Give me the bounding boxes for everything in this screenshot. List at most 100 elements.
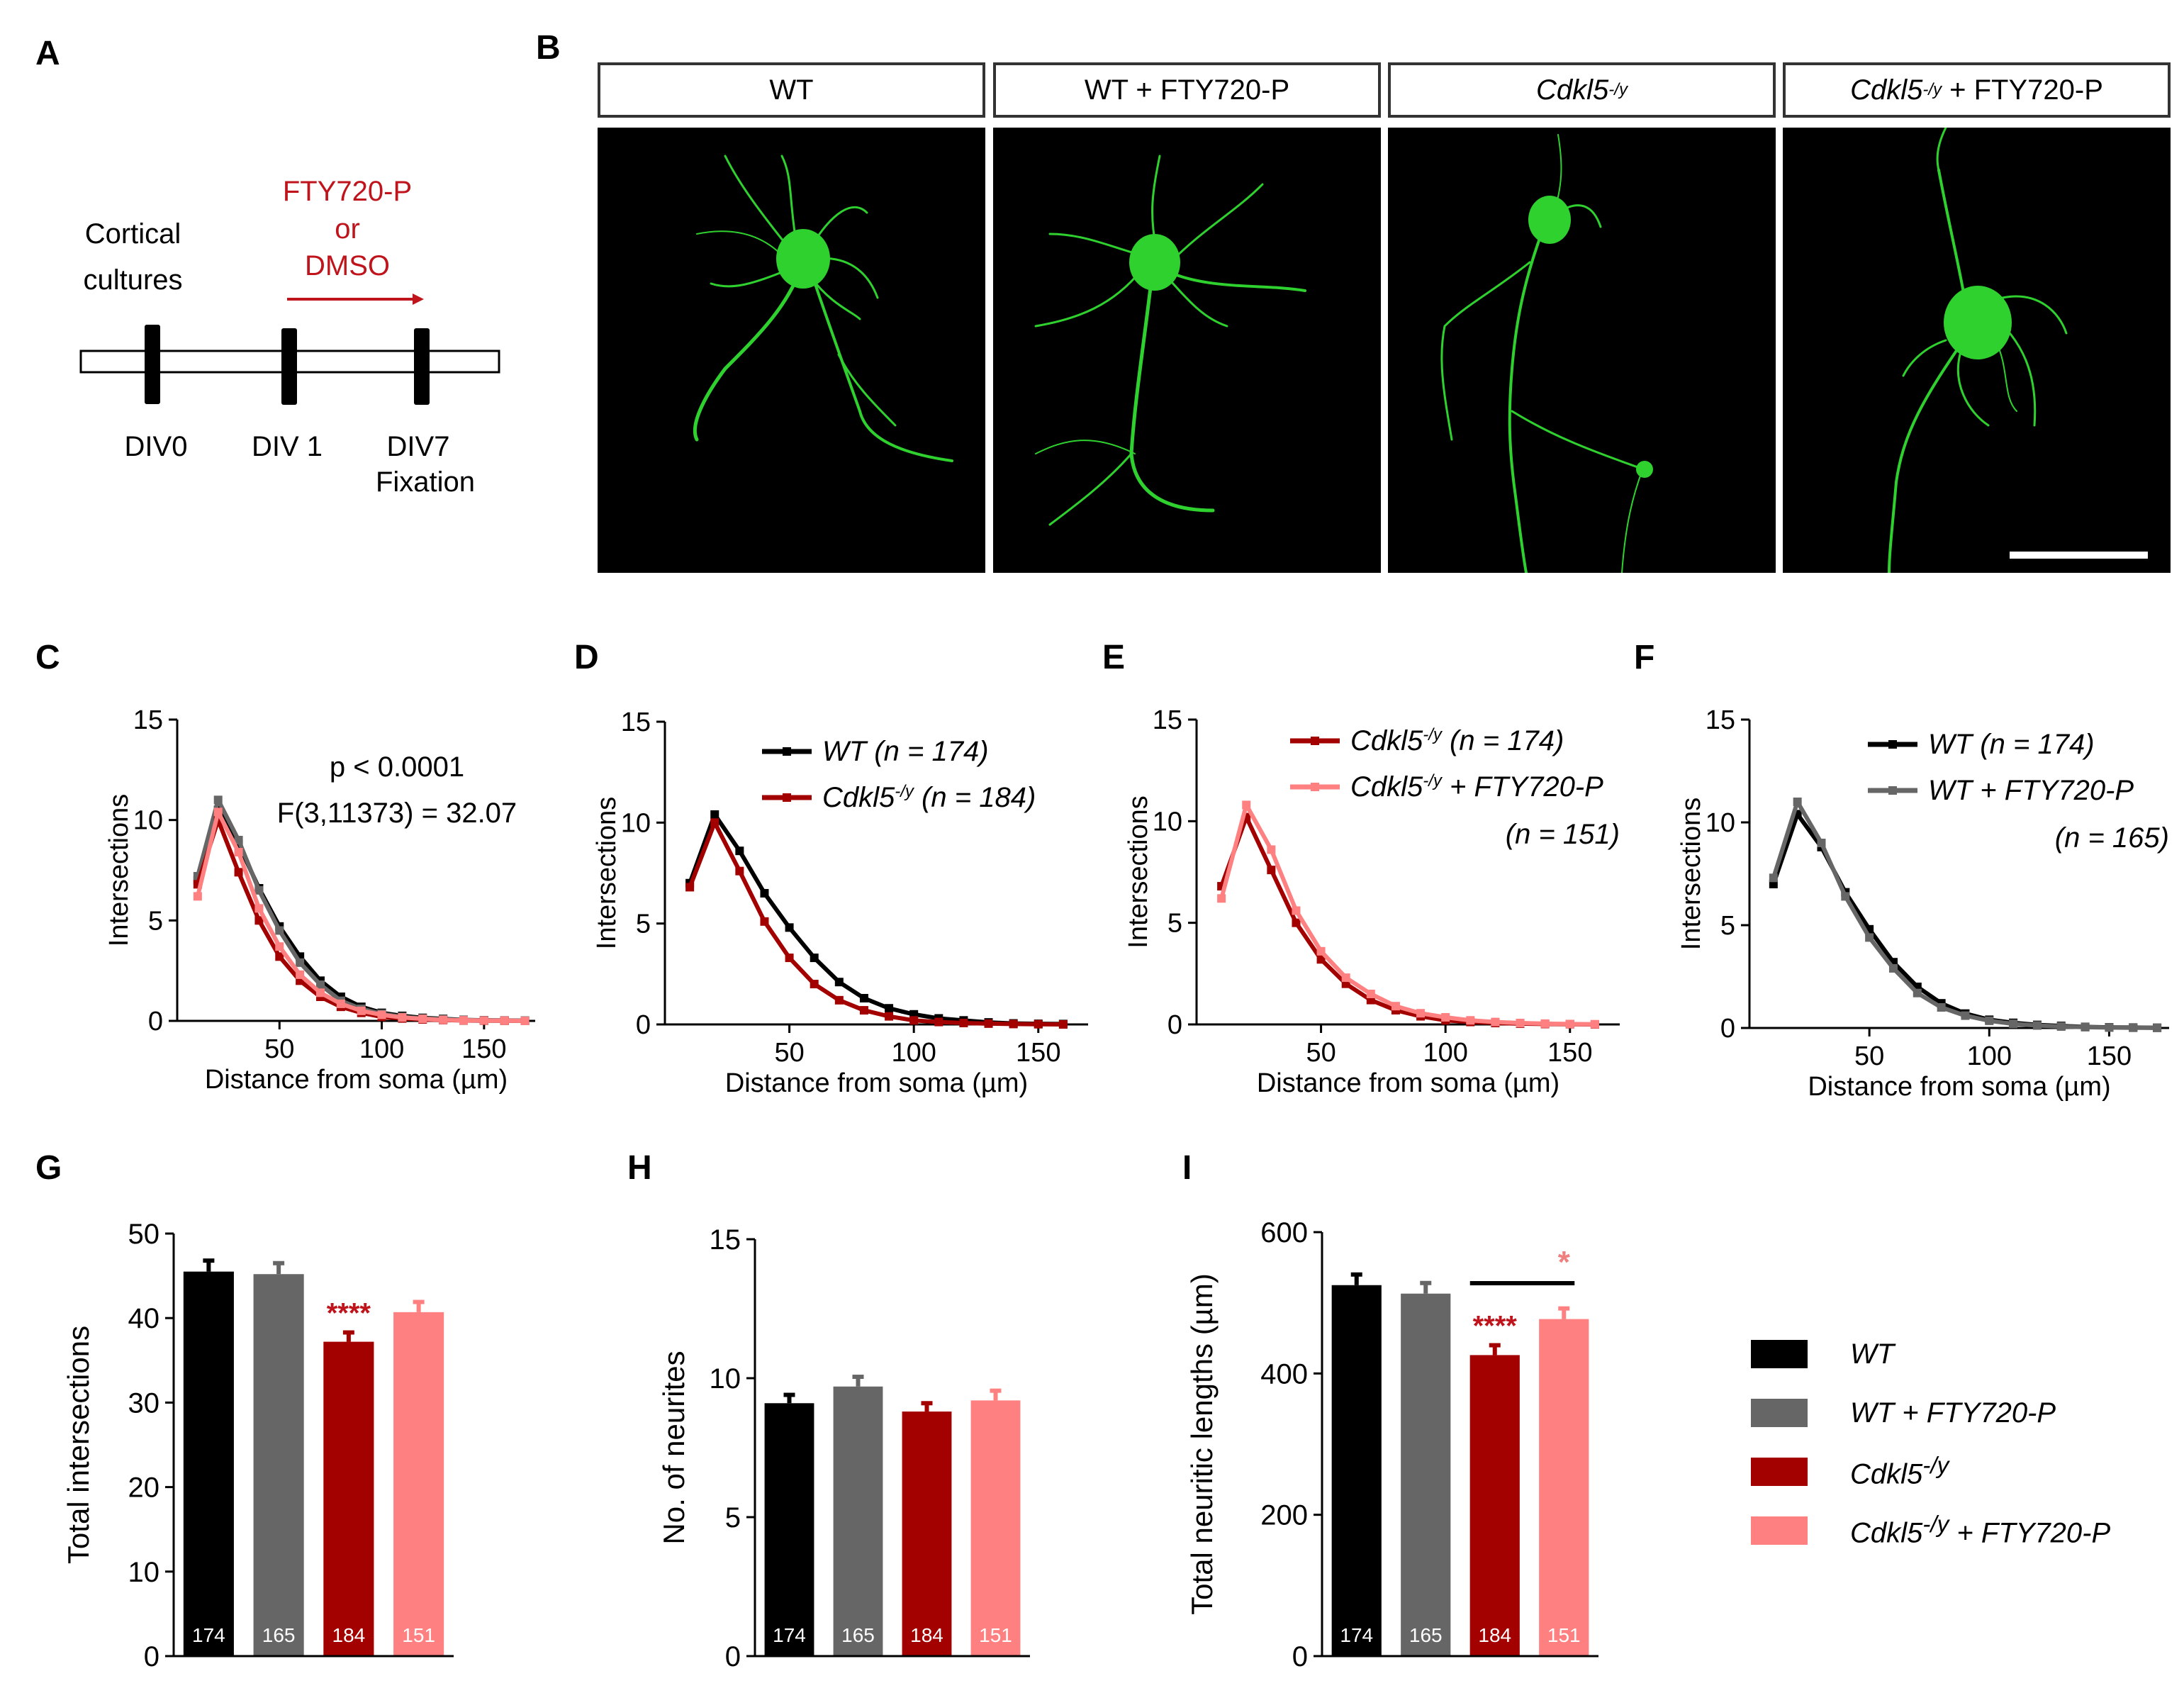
data-point — [885, 1004, 894, 1013]
data-point — [1466, 1016, 1475, 1025]
bar-1 — [253, 1274, 304, 1656]
data-point — [1865, 933, 1874, 942]
legend-swatch-cdkl5 — [1751, 1458, 1808, 1486]
y-tick-label: 0 — [636, 1010, 651, 1040]
y-tick-label: 0 — [1292, 1641, 1308, 1672]
data-point — [336, 999, 345, 1008]
legend-text-0: Cdkl5-/y (n = 174) — [1350, 725, 1564, 756]
data-point — [2129, 1023, 2138, 1032]
data-point — [1590, 1019, 1599, 1029]
data-point — [984, 1019, 993, 1028]
data-point — [1516, 1018, 1525, 1027]
stat-p-value: p < 0.0001 — [330, 751, 464, 783]
div7-label: DIV7 — [386, 431, 450, 462]
image-title-cdkl5: Cdkl5 -/y — [1388, 62, 1776, 118]
data-point — [810, 980, 819, 989]
data-point — [1961, 1011, 1970, 1020]
bar-n-label: 174 — [773, 1624, 806, 1646]
bar-3 — [970, 1400, 1021, 1656]
data-point — [234, 848, 243, 856]
chart-i: 0 200 400 600 Total neuritic lengths (µm) 174… — [1185, 1217, 1598, 1672]
y-tick-label: 0 — [1720, 1014, 1735, 1044]
series-line-2 — [195, 817, 525, 1023]
data-point — [500, 1016, 509, 1025]
bar-n-label: 151 — [1547, 1624, 1581, 1646]
data-point — [859, 993, 868, 1002]
y-tick-label: 200 — [1260, 1500, 1308, 1531]
bar-1 — [1401, 1293, 1451, 1656]
data-point — [1937, 1003, 1946, 1012]
series-line-3 — [195, 810, 525, 1023]
data-point — [213, 807, 223, 817]
bar-n-label: 184 — [1478, 1624, 1511, 1646]
data-point — [316, 988, 325, 997]
sig-stars: **** — [1473, 1310, 1518, 1341]
series-line-1 — [195, 798, 525, 1023]
chart-g: 0 10 20 30 40 50 Total intersections 174 165 184 1… — [62, 1219, 454, 1672]
y-tick-label: 50 — [128, 1219, 160, 1250]
data-point — [785, 954, 794, 963]
data-point — [834, 995, 844, 1005]
bar-2 — [1469, 1355, 1520, 1656]
y-tick-label: 15 — [621, 708, 651, 737]
y-tick-label: 0 — [1167, 1010, 1182, 1040]
bar-2 — [902, 1412, 952, 1656]
data-point — [213, 795, 223, 805]
data-point — [1341, 973, 1350, 983]
data-point — [296, 958, 305, 967]
legend-swatch-wt — [1751, 1340, 1808, 1368]
tick-div0 — [145, 325, 160, 404]
data-point — [439, 1015, 448, 1024]
legend-marker-0 — [1888, 740, 1897, 749]
data-point — [934, 1017, 943, 1027]
legend-n-1: (n = 165) — [2055, 822, 2169, 854]
legend-swatch-wt-fty — [1751, 1399, 1808, 1427]
data-point — [1292, 906, 1301, 915]
x-tick-label: 50 — [1854, 1041, 1884, 1071]
legend-text-0: WT (n = 174) — [822, 736, 989, 767]
x-tick-label: 50 — [774, 1038, 804, 1068]
y-axis-label: Intersections — [592, 797, 622, 949]
data-point — [1316, 946, 1326, 956]
data-point — [710, 810, 719, 819]
y-tick-label: 5 — [1720, 911, 1735, 941]
x-tick-label: 100 — [891, 1038, 936, 1068]
legend-item-cdkl5-fty: Cdkl5-/y + FTY720-P — [1751, 1511, 2110, 1549]
data-point — [234, 836, 243, 844]
data-point — [520, 1017, 530, 1025]
chart-h: 0 5 10 15 No. of neurites 174 165 184 151 — [657, 1224, 1030, 1672]
legend-text-1: Cdkl5-/y (n = 184) — [822, 782, 1036, 813]
data-point — [316, 980, 325, 989]
panel-label-e: E — [1102, 639, 1126, 676]
bar-0 — [764, 1403, 814, 1656]
y-tick-label: 10 — [710, 1363, 741, 1394]
stat-f-value: F(3,11373) = 32.07 — [277, 798, 517, 829]
data-point — [357, 1006, 366, 1015]
data-point — [1441, 1012, 1450, 1022]
series-line-1 — [688, 820, 1063, 1027]
y-tick-label: 15 — [710, 1224, 741, 1256]
panel-label-g: G — [35, 1149, 62, 1187]
data-point — [398, 1013, 407, 1022]
legend-text-1: Cdkl5-/y + FTY720-P — [1350, 771, 1603, 803]
legend-item-wt-fty: WT + FTY720-P — [1751, 1397, 2056, 1429]
y-axis-label: No. of neurites — [657, 1351, 690, 1544]
data-point — [275, 926, 284, 935]
data-point — [834, 978, 844, 987]
bar-2 — [323, 1341, 374, 1656]
legend-n-1: (n = 151) — [1506, 819, 1620, 850]
y-tick-label: 10 — [133, 806, 163, 836]
bar-n-label: 184 — [332, 1624, 366, 1646]
legend-text-0: WT (n = 174) — [1928, 729, 2095, 760]
y-axis-label: Intersections — [104, 794, 134, 946]
data-point — [2153, 1023, 2162, 1032]
bar-n-label: 165 — [1409, 1624, 1443, 1646]
data-point — [735, 846, 744, 856]
bar-n-label: 151 — [979, 1624, 1012, 1646]
data-point — [760, 917, 769, 926]
panel-label-d: D — [574, 639, 599, 676]
panel-label-a: A — [35, 35, 60, 72]
y-tick-label: 30 — [128, 1387, 160, 1419]
